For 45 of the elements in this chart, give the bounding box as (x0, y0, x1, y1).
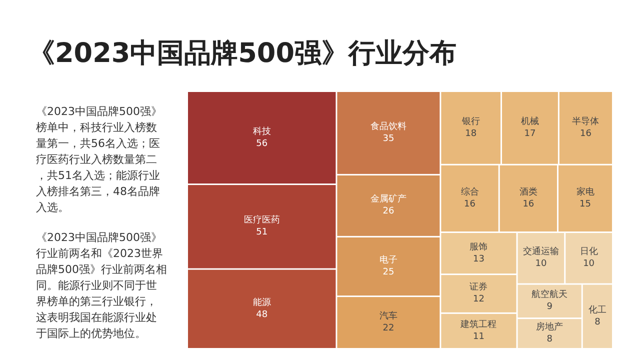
data-label: 26 (382, 206, 394, 217)
category-label: 日化 (580, 246, 598, 258)
data-label: 13 (473, 254, 484, 264)
category-label: 汽车 (379, 310, 398, 322)
category-label: 房地产 (536, 322, 564, 333)
category-label: 半导体 (572, 116, 600, 127)
data-label: 8 (546, 334, 553, 345)
data-label: 8 (594, 317, 601, 328)
category-label: 科技 (252, 126, 271, 137)
category-label: 服饰 (470, 241, 488, 252)
data-label: 51 (256, 228, 268, 238)
category-label: 建筑工程 (460, 318, 497, 330)
category-label: 医疗医药 (244, 214, 280, 226)
category-label: 化工 (588, 304, 606, 316)
text: 《2023中国品牌500强》榜单中，科技行业入榜数量第一，共56名入选；医疗医药行业入榜数量第二，共51名入选；能源行业入榜排名第三，48名品牌入选。 (36, 105, 162, 214)
text: 《2023中国品牌500强》行业前两名和《2023世界品牌500强》行业前两名相同。能源行业则不同于世界榜单的第三行业银行，这表明我国在能源行业处于国际上的优势地位。 (36, 231, 167, 340)
data-label: 48 (256, 310, 268, 320)
data-label: 25 (382, 267, 394, 278)
data-label: 11 (473, 332, 484, 342)
category-label: 电子 (379, 254, 398, 266)
data-label: 9 (546, 302, 553, 312)
data-label: 18 (465, 128, 477, 139)
category-label: 交通运输 (522, 246, 559, 258)
category-label: 金属矿产 (370, 194, 406, 205)
data-label: 16 (580, 128, 592, 139)
data-label: 16 (522, 199, 534, 210)
data-label: 56 (256, 138, 268, 149)
data-label: 10 (535, 259, 547, 270)
text: 《2023中国品牌500强》行业分布 (28, 38, 457, 69)
data-label: 15 (580, 199, 591, 210)
category-label: 航空航天 (532, 289, 568, 300)
data-label: 10 (583, 259, 595, 270)
data-label: 16 (464, 199, 476, 210)
category-label: 综合 (460, 186, 479, 198)
category-label: 机械 (520, 116, 539, 127)
data-label: 12 (473, 294, 484, 305)
data-label: 22 (382, 324, 394, 334)
category-label: 家电 (576, 186, 594, 198)
category-label: 酒类 (519, 186, 538, 198)
category-label: 能源 (252, 296, 271, 308)
category-label: 证券 (470, 282, 488, 293)
category-label: 食品饮料 (370, 120, 406, 132)
data-label: 35 (382, 134, 394, 144)
category-label: 银行 (460, 116, 480, 127)
data-label: 17 (524, 128, 536, 139)
